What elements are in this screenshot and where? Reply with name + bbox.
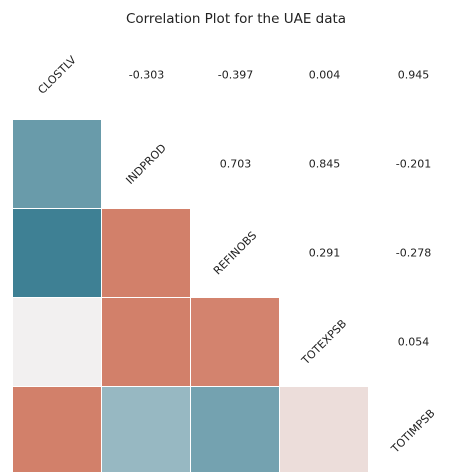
heatmap-cell <box>102 387 190 472</box>
variable-label: CLOSTLV <box>35 53 79 97</box>
heatmap-cell <box>13 387 101 472</box>
chart-title: Correlation Plot for the UAE data <box>126 11 346 27</box>
correlation-label: 0.703 <box>220 158 252 171</box>
heatmap-cell <box>102 209 190 297</box>
heatmap-cell <box>280 387 368 472</box>
correlation-label: -0.201 <box>396 158 431 171</box>
variable-label: REFINOBS <box>211 229 259 277</box>
heatmap-cell <box>191 387 279 472</box>
correlation-label: -0.397 <box>218 69 253 82</box>
correlation-label: 0.054 <box>398 336 430 349</box>
correlation-label: 0.845 <box>309 158 341 171</box>
correlation-label: 0.945 <box>398 69 430 82</box>
correlation-label: -0.278 <box>396 247 431 260</box>
variable-label: TOTEXPSB <box>298 317 349 368</box>
heatmap-cell <box>13 209 101 297</box>
variable-label: TOTIMPSB <box>388 407 437 456</box>
heatmap-cell <box>191 298 279 386</box>
variable-label: INDPROD <box>123 141 169 187</box>
heatmap-cell <box>13 298 101 386</box>
correlation-label: -0.303 <box>129 69 164 82</box>
correlation-label: 0.004 <box>309 69 341 82</box>
heatmap-cell <box>13 120 101 208</box>
heatmap-cell <box>102 298 190 386</box>
correlation-label: 0.291 <box>309 247 341 260</box>
